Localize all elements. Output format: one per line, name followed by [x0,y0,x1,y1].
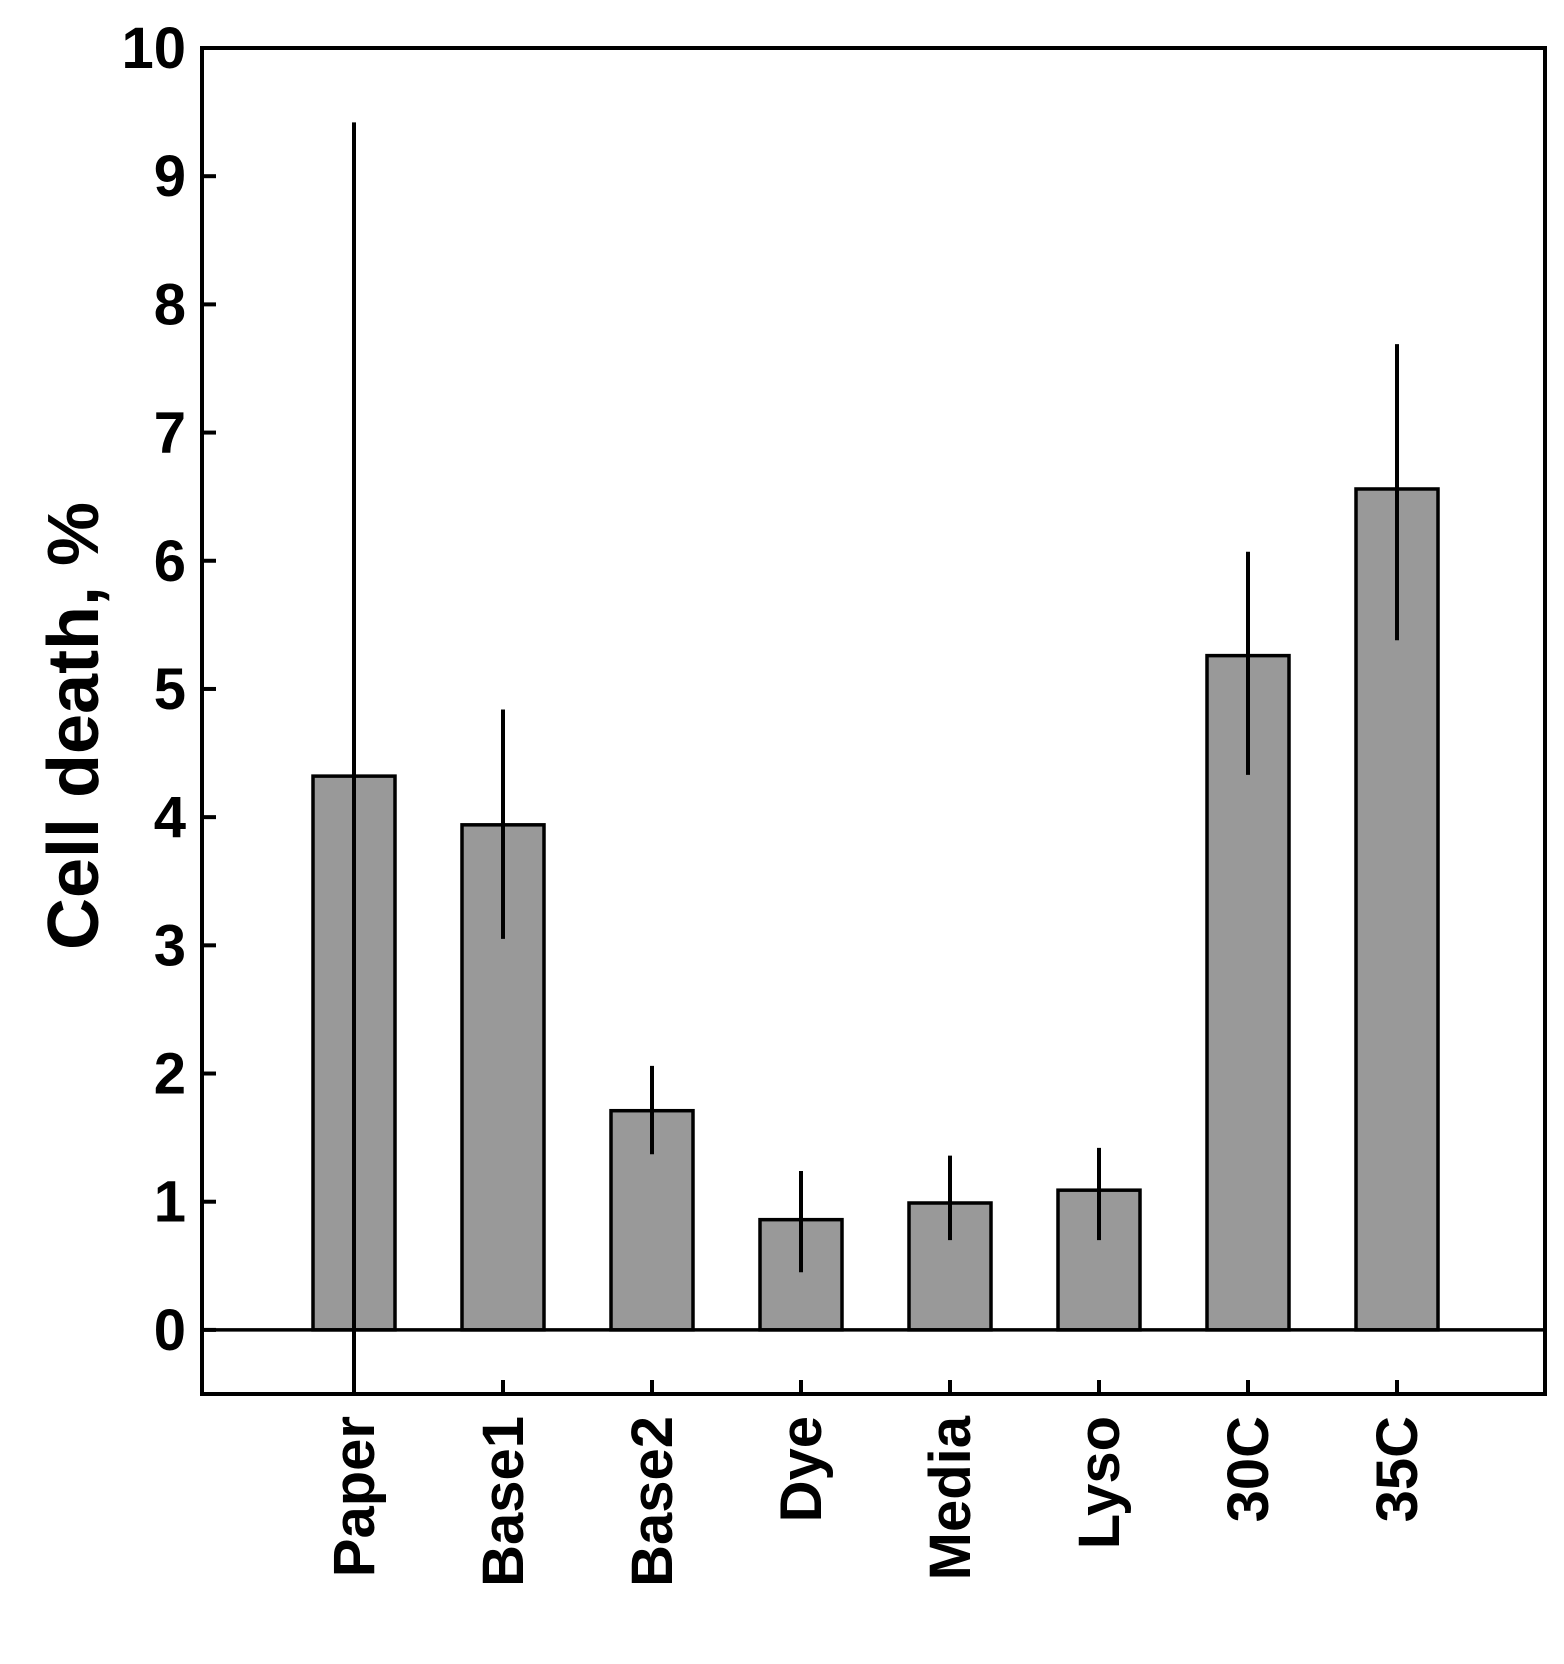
y-tick-label-6: 6 [154,529,186,594]
y-tick-label-0: 0 [154,1298,186,1363]
x-tick-label-media: Media [918,1415,983,1580]
y-tick-label-3: 3 [154,913,186,978]
y-tick-label-7: 7 [154,401,186,466]
y-tick-label-8: 8 [154,272,186,337]
labels-layer: 0 1 2 3 4 5 6 7 8 9 10 Paper Base1 Base2 Dye Media Lyso 3… [121,16,1430,1587]
axes-layer [200,46,1547,1396]
y-tick-label-5: 5 [154,657,186,722]
plot-frame [200,46,1547,1396]
x-tick-label-35c: 35C [1365,1416,1430,1522]
y-tick-label-10: 10 [121,16,186,81]
y-tick-label-9: 9 [154,144,186,209]
bar-dye [758,1217,844,1332]
y-tick-label-2: 2 [154,1042,186,1107]
bars-layer [311,487,1440,1332]
x-tick-label-base2: Base2 [620,1416,685,1587]
error-bars-layer [352,122,1399,1394]
x-tick-label-base1: Base1 [471,1416,536,1587]
x-tick-label-paper: Paper [322,1416,387,1577]
y-tick-label-1: 1 [154,1170,186,1235]
x-tick-label-lyso: Lyso [1067,1416,1132,1549]
y-tick-label-4: 4 [154,785,186,850]
y-axis-title: Cell death, % [34,502,114,950]
x-tick-label-dye: Dye [769,1416,834,1522]
x-tick-label-30c: 30C [1216,1416,1281,1522]
